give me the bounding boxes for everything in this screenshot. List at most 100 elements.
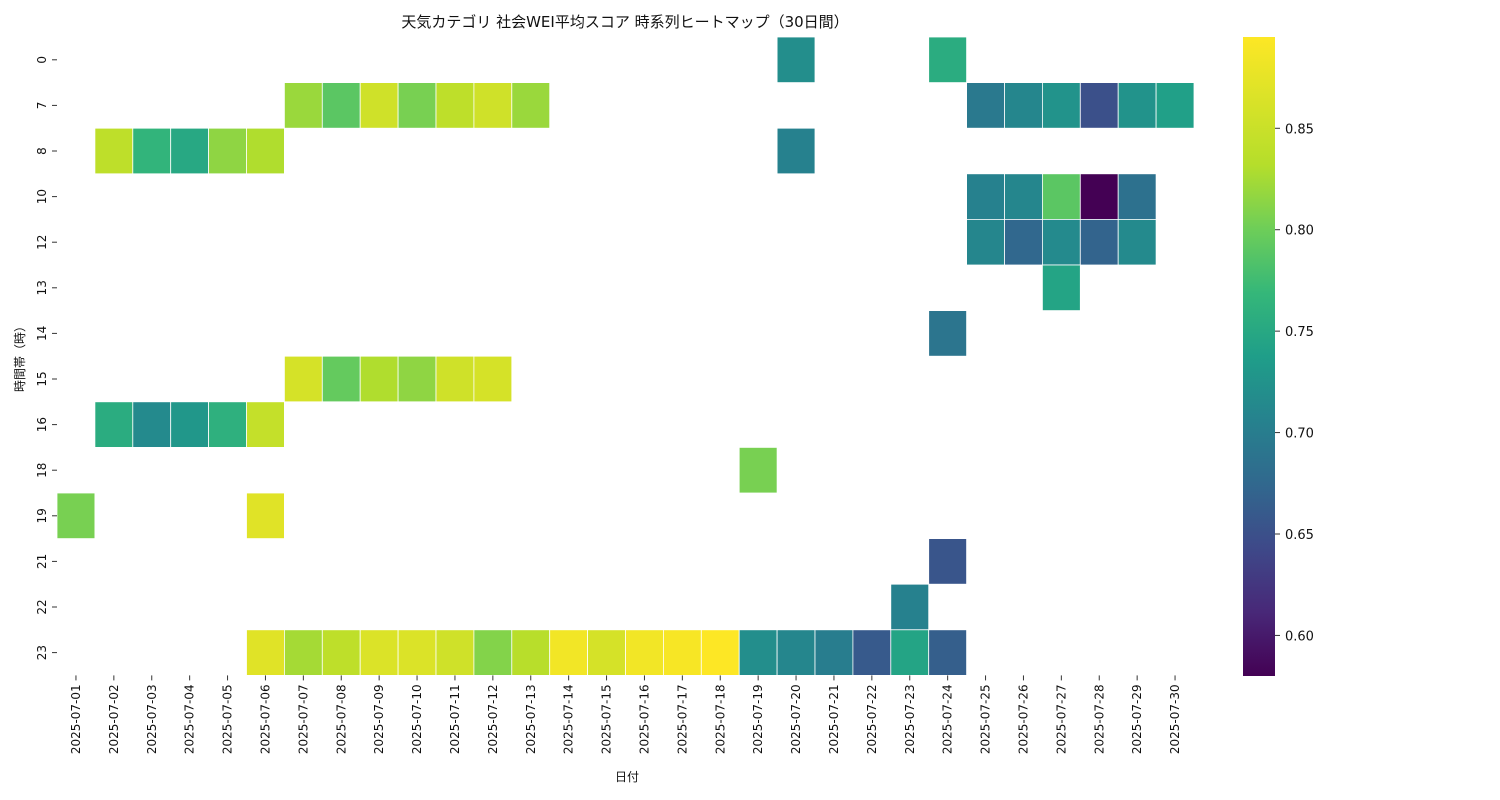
colorbar-tick-label: 0.65 (1285, 528, 1314, 543)
heatmap-cell (966, 82, 1005, 129)
heatmap-cell (928, 36, 968, 83)
y-tick-label: 8 (35, 147, 49, 155)
heatmap-cell (1042, 218, 1081, 266)
heatmap-cell (1079, 218, 1119, 266)
heatmap-cell (56, 492, 96, 539)
heatmap-cell (511, 629, 551, 676)
heatmap-cell (587, 629, 626, 676)
heatmap-cell (776, 36, 816, 83)
x-tick-label: 2025-07-04 (183, 684, 197, 754)
x-tick-label: 2025-07-30 (1168, 684, 1182, 754)
heatmap-cell (283, 355, 323, 403)
heatmap-cell (890, 583, 930, 631)
heatmap-cell (549, 629, 589, 676)
heatmap-cell (170, 127, 209, 175)
colorbar-tick-label: 0.70 (1285, 427, 1314, 442)
colorbar (1243, 37, 1275, 676)
y-tick-label: 16 (35, 417, 49, 432)
heatmap-cell (473, 82, 513, 129)
colorbar-ticks: 0.60 0.65 0.70 0.75 0.80 0.85 (1275, 122, 1314, 644)
heatmap-cell (473, 629, 513, 676)
heatmap-cell (738, 446, 778, 494)
heatmap-cell (321, 82, 361, 129)
heatmap-cell (1079, 82, 1119, 129)
y-tick-label: 18 (35, 463, 49, 478)
y-tick-label: 22 (35, 599, 49, 614)
y-tick-label: 14 (35, 326, 49, 341)
heatmap-cell (94, 401, 134, 448)
heatmap-cell (738, 629, 778, 676)
heatmap-cell (246, 127, 285, 175)
x-tick-label: 2025-07-03 (145, 684, 159, 754)
heatmap-cell (1117, 218, 1157, 266)
y-tick-label: 15 (35, 371, 49, 386)
heatmap-cell (700, 629, 740, 676)
x-tick-label: 2025-07-26 (1016, 684, 1030, 754)
heatmap-cell (208, 401, 247, 448)
x-tick-label: 2025-07-18 (713, 684, 727, 754)
heatmap-cell (359, 82, 399, 129)
x-tick-label: 2025-07-21 (827, 684, 841, 754)
heatmap-cell (511, 82, 551, 129)
heatmap-cell (890, 629, 930, 676)
heatmap-cell (208, 127, 247, 175)
heatmap-cell (397, 629, 437, 676)
heatmap-cell (246, 401, 285, 448)
x-tick-label: 2025-07-05 (221, 684, 235, 754)
heatmap-cell (321, 629, 361, 676)
heatmap-cell (397, 82, 437, 129)
x-tick-label: 2025-07-29 (1130, 684, 1144, 754)
colorbar-tick-label: 0.80 (1285, 224, 1314, 239)
y-tick-label: 10 (35, 189, 49, 204)
y-tick-label: 19 (35, 508, 49, 523)
y-tick-label: 12 (35, 235, 49, 250)
heatmap-cell (852, 629, 892, 676)
heatmap-cell (435, 355, 475, 403)
heatmap-cell (1004, 82, 1043, 129)
heatmap-cell (928, 310, 968, 357)
y-tick-label: 21 (35, 554, 49, 569)
heatmap-cell (1117, 82, 1157, 129)
heatmap-cell (663, 629, 702, 676)
x-tick-label: 2025-07-10 (410, 684, 424, 754)
heatmap-cell (966, 173, 1005, 220)
heatmap-cell (435, 629, 475, 676)
x-tick-label: 2025-07-17 (675, 684, 689, 754)
x-tick-label: 2025-07-07 (296, 684, 310, 754)
heatmap-cell (928, 629, 968, 676)
x-tick-label: 2025-07-11 (448, 684, 462, 754)
x-tick-label: 2025-07-24 (941, 684, 955, 754)
heatmap-cell (1004, 218, 1043, 266)
x-tick-label: 2025-07-01 (69, 684, 83, 754)
heatmap-cell (397, 355, 437, 403)
heatmap-cell (473, 355, 513, 403)
x-tick-label: 2025-07-02 (107, 684, 121, 754)
y-axis-ticks: 0 7 8 10 12 13 14 15 16 18 19 21 22 23 (35, 56, 57, 660)
x-tick-label: 2025-07-09 (372, 684, 386, 754)
heatmap-cell (359, 629, 399, 676)
x-tick-label: 2025-07-14 (562, 684, 576, 754)
heatmap-cell (776, 127, 816, 175)
x-tick-label: 2025-07-22 (865, 684, 879, 754)
x-tick-label: 2025-07-06 (258, 684, 272, 754)
heatmap-cell (132, 127, 172, 175)
heatmap-cell (170, 401, 209, 448)
x-tick-label: 2025-07-28 (1092, 684, 1106, 754)
heatmap-cell (246, 492, 285, 539)
colorbar-tick-label: 0.85 (1285, 122, 1314, 137)
x-axis-ticks: 2025-07-01 2025-07-02 2025-07-03 2025-07-04… (69, 675, 1182, 754)
heatmap-cell (966, 218, 1005, 266)
colorbar-tick-label: 0.75 (1285, 325, 1314, 340)
heatmap-cell (1042, 173, 1081, 220)
x-tick-label: 2025-07-12 (486, 684, 500, 754)
heatmap-cell (1042, 264, 1081, 311)
heatmap-cell (814, 629, 854, 676)
x-tick-label: 2025-07-20 (789, 684, 803, 754)
x-axis-label: 日付 (615, 770, 639, 784)
x-tick-label: 2025-07-27 (1054, 684, 1068, 754)
heatmap-cell (928, 538, 968, 585)
heatmap-cell (94, 127, 134, 175)
heatmap-cell (359, 355, 399, 403)
heatmap-cell (132, 401, 172, 448)
